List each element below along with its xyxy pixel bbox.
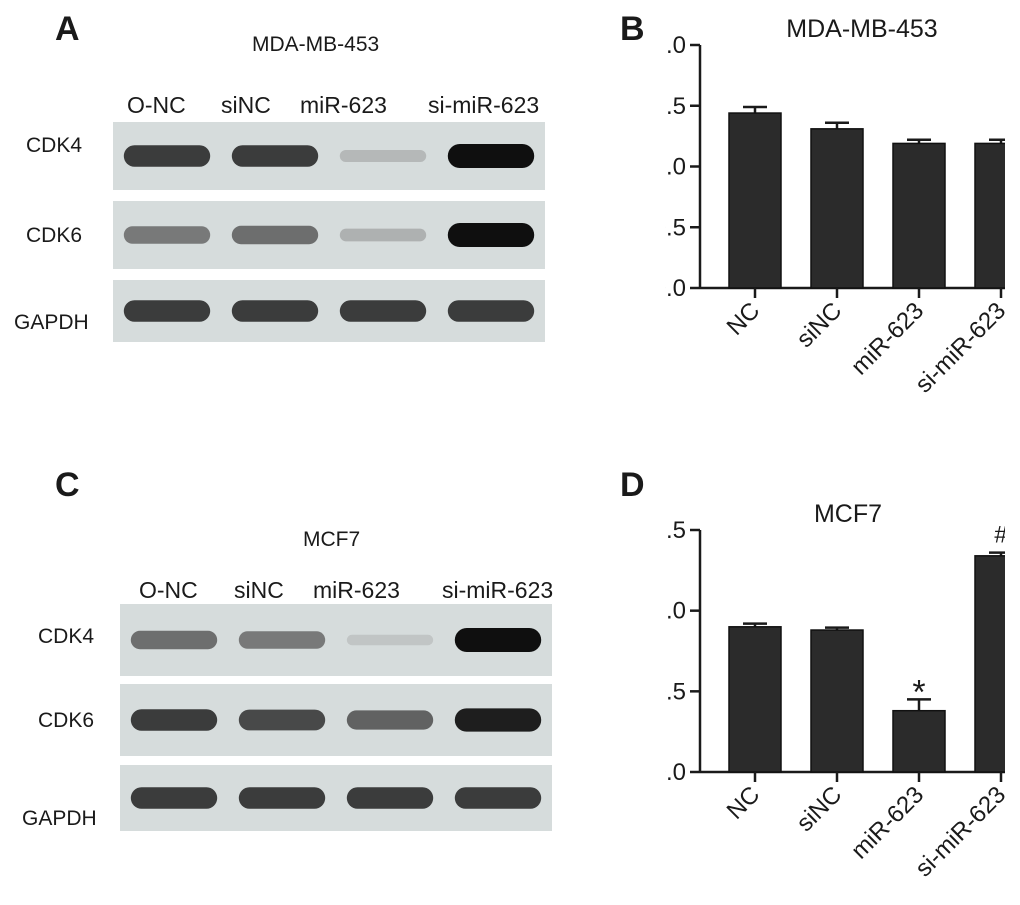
panel-letter-d: D	[620, 466, 645, 504]
blot-c-title: MCF7	[303, 528, 361, 551]
blot-a-title: MDA-MB-453	[252, 33, 380, 56]
y-tick-label: 1.5	[665, 517, 686, 544]
x-tick-label: NC	[722, 297, 766, 341]
blot-band	[339, 300, 427, 322]
blot-a-lane-4: si-miR-623	[428, 92, 540, 118]
blot-a-lane-2: siNC	[221, 92, 271, 118]
y-tick-label: 0.0	[665, 759, 686, 786]
blot-a-row-label-cdk6: CDK6	[26, 224, 83, 247]
significance-mark: *	[912, 673, 925, 711]
y-tick-label: 1.0	[665, 598, 686, 625]
blot-a-row-label-gapdh: GAPDH	[14, 311, 89, 334]
blot-band	[447, 300, 535, 322]
chart-title: MDA-MB-453	[786, 15, 937, 43]
bar-nc	[728, 626, 782, 773]
blot-band	[346, 634, 434, 646]
blot-c-lane-3: miR-623	[313, 577, 400, 603]
significance-mark: #	[994, 522, 1005, 549]
chart-title: MCF7	[814, 500, 882, 528]
x-tick-label: miR-623	[846, 781, 929, 864]
blot-a-strip-gapdh	[113, 280, 545, 342]
blot-c-row-label-cdk6: CDK6	[38, 709, 95, 732]
y-tick-label: 0.5	[665, 214, 686, 241]
blot-band	[231, 145, 319, 167]
blot-band	[346, 787, 434, 809]
blot-c-row-label-cdk4: CDK4	[38, 625, 95, 648]
panel-letter-b: B	[620, 10, 645, 48]
blot-band	[454, 628, 542, 652]
blot-band	[238, 787, 326, 809]
y-tick-label: 0.0	[665, 275, 686, 302]
blot-band	[447, 223, 535, 247]
blot-band	[231, 300, 319, 322]
blot-c-strip-cdk4	[120, 604, 552, 676]
bar-mir-623	[892, 709, 946, 773]
x-tick-label: NC	[722, 781, 766, 825]
blot-band	[130, 630, 218, 650]
panel-letter-c: C	[55, 466, 80, 504]
blot-c-row-label-gapdh: GAPDH	[22, 807, 97, 830]
blot-c-strip-gapdh	[120, 765, 552, 831]
blot-band	[123, 226, 211, 244]
bar-si-mir-623	[974, 555, 1005, 773]
y-tick-label: 2.0	[665, 32, 686, 59]
blot-band	[231, 225, 319, 245]
blot-band	[346, 710, 434, 730]
blot-c-lane-2: siNC	[234, 577, 284, 603]
blot-band	[238, 709, 326, 731]
blot-band	[339, 228, 427, 242]
blot-c-strip-cdk6	[120, 684, 552, 756]
blot-band	[447, 144, 535, 168]
blot-band	[454, 708, 542, 732]
x-tick-label: miR-623	[846, 297, 929, 380]
blot-a-lane-1: O-NC	[127, 92, 186, 118]
bar-mir-623	[892, 142, 946, 289]
blot-band	[130, 787, 218, 809]
blot-band	[238, 631, 326, 649]
blot-band	[339, 150, 427, 162]
bar-nc	[728, 112, 782, 289]
y-tick-label: 0.5	[665, 678, 686, 705]
blot-band	[123, 300, 211, 322]
y-tick-label: 1.0	[665, 154, 686, 181]
blot-a-lane-3: miR-623	[300, 92, 387, 118]
bar-chart-mcf7: MCF7CDK4/CDK60.00.51.01.5NCsiNC*miR-623#…	[665, 500, 1005, 882]
blot-a-strip-cdk6	[113, 201, 545, 269]
blot-band	[454, 787, 542, 809]
blot-band	[130, 709, 218, 731]
panel-letter-a: A	[55, 10, 80, 48]
bar-si-mir-623	[974, 142, 1005, 289]
blot-c-lane-1: O-NC	[139, 577, 198, 603]
bar-sinc	[810, 629, 864, 773]
bar-chart-mda-mb-453: MDA-MB-453CDK4/CDK60.00.51.01.52.0NCsiNC…	[665, 15, 1005, 398]
bar-sinc	[810, 128, 864, 289]
blot-a-strip-cdk4	[113, 122, 545, 190]
blot-c-lane-4: si-miR-623	[442, 577, 554, 603]
x-tick-label: siNC	[791, 297, 847, 353]
blot-band	[123, 145, 211, 167]
x-tick-label: siNC	[791, 781, 847, 837]
y-tick-label: 1.5	[665, 93, 686, 120]
blot-a-row-label-cdk4: CDK4	[26, 134, 83, 157]
